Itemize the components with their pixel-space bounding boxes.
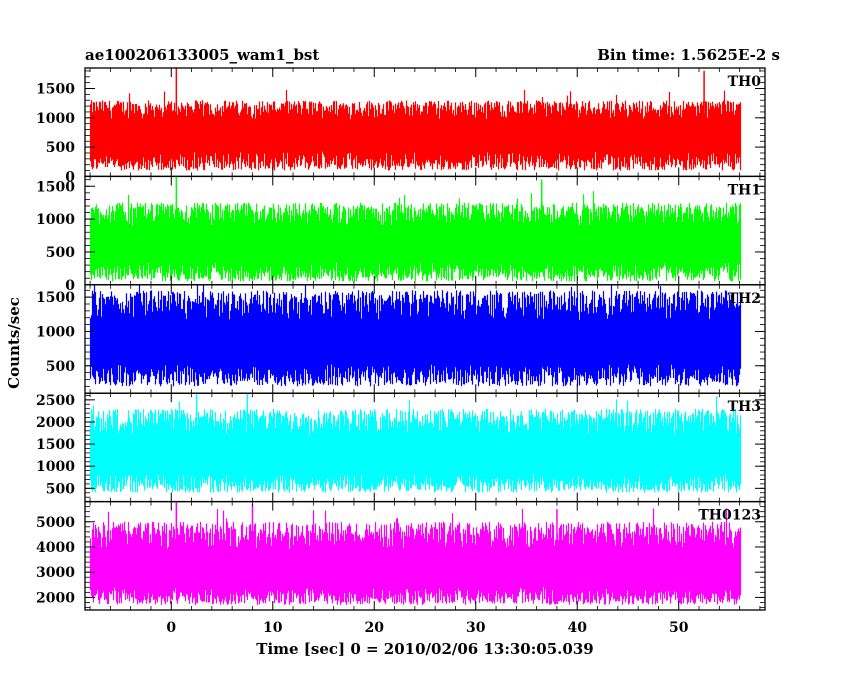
y-tick-label: 2000 — [36, 415, 75, 431]
panel-label-th0: TH0 — [728, 74, 762, 90]
signal-th0123 — [89, 508, 742, 605]
x-tick-label: 30 — [466, 620, 486, 636]
y-tick-label: 1000 — [36, 111, 75, 127]
signal-th0 — [89, 90, 742, 171]
y-tick-label: 500 — [46, 359, 75, 375]
y-axis-label: Counts/sec — [5, 297, 23, 389]
signal-th1 — [89, 191, 742, 282]
y-tick-label: 0 — [65, 169, 75, 185]
y-tick-label: 5000 — [36, 515, 75, 531]
y-tick-label: 2500 — [36, 393, 75, 409]
y-tick-label: 1000 — [36, 324, 75, 340]
y-tick-label: 500 — [46, 481, 75, 497]
y-tick-label: 0 — [65, 278, 75, 294]
x-axis-label: Time [sec] 0 = 2010/02/06 13:30:05.039 — [256, 640, 593, 658]
y-tick-label: 3000 — [36, 565, 75, 581]
panel-label-th0123: TH0123 — [698, 508, 761, 524]
y-tick-label: 1500 — [36, 179, 75, 195]
y-tick-label: 500 — [46, 245, 75, 261]
y-tick-label: 1500 — [36, 82, 75, 98]
panel-label-th2: TH2 — [728, 291, 761, 307]
x-tick-label: 20 — [365, 620, 385, 636]
x-tick-label: 50 — [669, 620, 689, 636]
signal-th2 — [89, 284, 742, 387]
y-tick-label: 500 — [46, 140, 75, 156]
x-tick-label: 10 — [263, 620, 283, 636]
y-tick-label: 1500 — [36, 437, 75, 453]
chart-title-left: ae100206133005_wam1_bst — [85, 46, 319, 64]
y-tick-label: 1000 — [36, 212, 75, 228]
x-tick-label: 40 — [567, 620, 587, 636]
panel-label-th3: TH3 — [728, 399, 761, 415]
y-tick-label: 1000 — [36, 459, 75, 475]
panel-label-th1: TH1 — [728, 182, 761, 198]
y-tick-label: 2000 — [36, 590, 75, 606]
y-tick-label: 1500 — [36, 290, 75, 306]
panel-frame-th0123 — [84, 500, 766, 611]
chart-title-right: Bin time: 1.5625E-2 s — [597, 46, 780, 64]
x-tick-label: 0 — [166, 620, 176, 636]
signal-th3 — [89, 396, 742, 493]
y-tick-label: 4000 — [36, 540, 75, 556]
